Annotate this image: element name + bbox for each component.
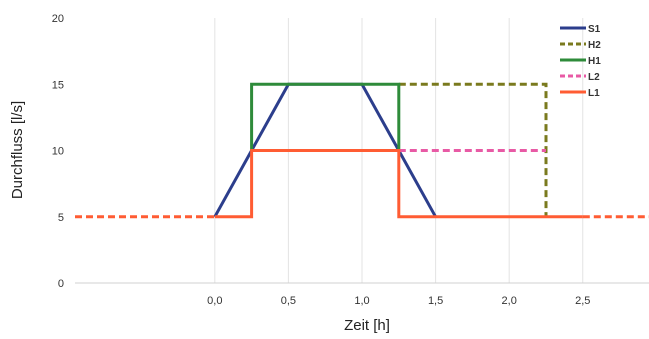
legend: S1 H2 H1 L2 L1: [560, 24, 601, 99]
x-tick-label: 2,5: [575, 295, 590, 307]
series-line-h1: [250, 82, 401, 151]
series-line-l1: [214, 149, 583, 219]
legend-label-s1: S1: [588, 24, 601, 35]
x-axis-title: Zeit [h]: [344, 317, 390, 334]
legend-label-l1: L1: [588, 88, 600, 99]
y-tick-label: 15: [52, 79, 64, 91]
x-tick-label: 1,0: [354, 295, 369, 307]
x-tick-label: 0,5: [281, 295, 296, 307]
legend-label-h2: H2: [588, 40, 601, 51]
axis-layer: 0 5 10 15 20 0,0 0,5 1,0 1,5 2,0 2,5: [52, 13, 649, 307]
y-tick-label: 0: [58, 278, 64, 290]
legend-label-h1: H1: [588, 56, 601, 67]
y-tick-label: 5: [58, 212, 64, 224]
y-axis-title: Durchfluss [l/s]: [9, 101, 26, 199]
series-line-h2: [398, 82, 548, 217]
x-tick-label: 2,0: [502, 295, 517, 307]
y-tick-label: 10: [52, 146, 64, 158]
x-tick-label: 1,5: [428, 295, 443, 307]
legend-label-l2: L2: [588, 72, 600, 83]
series-layer: [75, 82, 649, 219]
y-tick-label: 20: [52, 13, 64, 25]
x-tick-label: 0,0: [207, 295, 222, 307]
